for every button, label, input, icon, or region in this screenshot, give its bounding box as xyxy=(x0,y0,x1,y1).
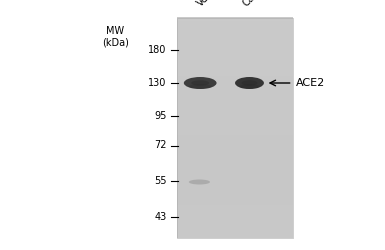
Bar xyxy=(177,120,293,124)
Bar xyxy=(177,32,293,36)
Bar xyxy=(177,216,293,219)
Ellipse shape xyxy=(241,80,258,86)
Text: 130: 130 xyxy=(148,78,167,88)
Bar xyxy=(177,43,293,47)
Text: 72: 72 xyxy=(154,140,167,150)
Bar xyxy=(177,58,293,62)
Bar xyxy=(177,47,293,50)
Ellipse shape xyxy=(184,77,217,89)
Text: MW
(kDa): MW (kDa) xyxy=(102,26,129,48)
Bar xyxy=(177,50,293,54)
Ellipse shape xyxy=(189,180,210,184)
Bar xyxy=(177,128,293,131)
Bar xyxy=(177,62,293,65)
Text: 55: 55 xyxy=(154,176,167,186)
Bar xyxy=(177,197,293,201)
Bar xyxy=(177,138,293,142)
Text: 43: 43 xyxy=(154,212,167,222)
Bar xyxy=(177,135,293,138)
Text: VeroE6: VeroE6 xyxy=(195,0,226,9)
Bar xyxy=(177,204,293,208)
Bar xyxy=(177,106,293,109)
Bar xyxy=(177,194,293,197)
Text: CaCo-2: CaCo-2 xyxy=(241,0,273,9)
Ellipse shape xyxy=(191,80,209,86)
Bar xyxy=(177,72,293,76)
Bar xyxy=(177,131,293,135)
Ellipse shape xyxy=(239,84,259,89)
Text: 180: 180 xyxy=(148,45,167,55)
Bar xyxy=(177,87,293,91)
Bar xyxy=(177,18,293,237)
Bar xyxy=(177,142,293,146)
Bar xyxy=(177,234,293,237)
Text: ACE2: ACE2 xyxy=(296,78,325,88)
Bar xyxy=(177,226,293,230)
Bar xyxy=(177,157,293,160)
Bar xyxy=(177,208,293,212)
Bar xyxy=(177,153,293,157)
Bar xyxy=(177,18,293,21)
Bar xyxy=(177,54,293,58)
Bar xyxy=(177,94,293,98)
Bar xyxy=(177,91,293,94)
Bar xyxy=(177,76,293,80)
Bar xyxy=(177,212,293,216)
Bar xyxy=(177,28,293,32)
Bar xyxy=(177,168,293,172)
Bar xyxy=(177,219,293,223)
Bar xyxy=(177,190,293,194)
Bar xyxy=(177,179,293,182)
Bar xyxy=(177,25,293,28)
Text: 95: 95 xyxy=(154,111,167,121)
Bar xyxy=(177,69,293,72)
Bar xyxy=(177,109,293,113)
Bar xyxy=(177,201,293,204)
Bar xyxy=(177,182,293,186)
Bar xyxy=(177,223,293,226)
Bar xyxy=(177,164,293,168)
Bar xyxy=(177,146,293,150)
Bar xyxy=(177,124,293,128)
Bar xyxy=(177,186,293,190)
Bar xyxy=(177,175,293,179)
Bar xyxy=(177,36,293,40)
Bar xyxy=(177,80,293,84)
Bar xyxy=(177,84,293,87)
Ellipse shape xyxy=(189,84,212,89)
Bar xyxy=(177,40,293,43)
Bar xyxy=(177,65,293,69)
Bar xyxy=(177,230,293,234)
Ellipse shape xyxy=(235,77,264,89)
Bar xyxy=(177,21,293,25)
Bar xyxy=(177,98,293,102)
Bar xyxy=(177,113,293,116)
Bar xyxy=(177,150,293,153)
Bar xyxy=(177,172,293,175)
Bar xyxy=(177,116,293,120)
Bar xyxy=(177,160,293,164)
Bar xyxy=(177,102,293,106)
